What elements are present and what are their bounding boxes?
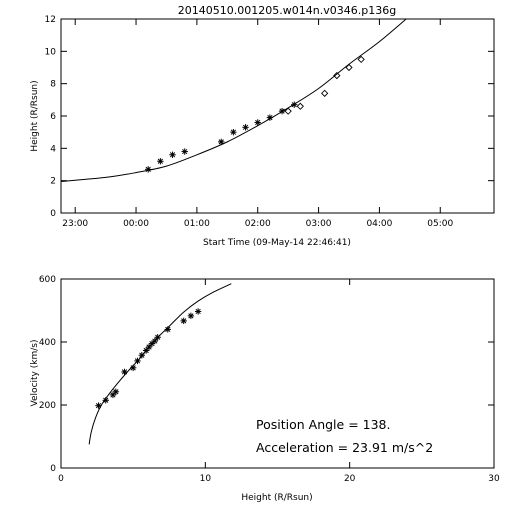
asterisk-stroke bbox=[169, 152, 176, 158]
top-asterisk-point bbox=[181, 148, 188, 155]
bot-asterisk-point bbox=[121, 368, 128, 376]
bot-x-tick-label: 20 bbox=[344, 474, 356, 484]
asterisk-stroke bbox=[113, 389, 119, 395]
top-x-tick-label: 01:00 bbox=[184, 219, 210, 229]
asterisk-stroke bbox=[95, 403, 102, 409]
top-x-tick-label: 02:00 bbox=[245, 219, 271, 229]
top-x-tick-label: 00:00 bbox=[123, 219, 149, 229]
top-x-axis-label: Start Time (09-May-14 22:46:41) bbox=[203, 238, 351, 248]
bottom-y-axis-label: Velocity (km/s) bbox=[30, 340, 40, 407]
top-y-tick-label: 12 bbox=[45, 15, 56, 25]
asterisk-stroke bbox=[230, 129, 237, 135]
top-axis-ticks: 23:00 00:00 01:00 02:00 03:00 04:00 05:00 0 2 4 6 8… bbox=[45, 15, 494, 229]
bottom-axis-ticks: 0 10 20 30 0 200 400 600 bbox=[39, 275, 500, 484]
bot-y-tick-label: 600 bbox=[39, 275, 56, 285]
chart-title: 20140510.001205.w014n.v0346.p136g bbox=[178, 4, 396, 17]
bottom-x-axis-label: Height (R/Rsun) bbox=[241, 493, 312, 503]
height-time-panel: 20140510.001205.w014n.v0346.p136g 23:00 0… bbox=[30, 4, 495, 248]
bot-asterisk-point bbox=[194, 308, 202, 315]
asterisk-stroke bbox=[121, 369, 128, 375]
bot-asterisk-point bbox=[112, 388, 120, 395]
top-y-tick-label: 8 bbox=[50, 80, 56, 90]
top-data-marks bbox=[61, 19, 407, 182]
top-x-tick-label: 03:00 bbox=[306, 219, 332, 229]
top-diamond-point bbox=[357, 55, 365, 64]
bot-y-tick-label: 0 bbox=[50, 464, 56, 474]
asterisk-stroke bbox=[103, 397, 109, 403]
asterisk-stroke bbox=[157, 158, 163, 164]
bot-y-tick-label: 400 bbox=[39, 338, 56, 348]
top-x-tick-label: 04:00 bbox=[366, 219, 392, 229]
bot-fit-curve bbox=[88, 283, 232, 445]
bot-asterisk-point bbox=[187, 312, 195, 320]
top-diamond-point bbox=[333, 71, 341, 80]
top-y-tick-label: 10 bbox=[45, 47, 57, 57]
asterisk-stroke bbox=[188, 313, 194, 319]
asterisk-stroke bbox=[242, 124, 249, 130]
top-asterisk-point bbox=[218, 138, 225, 146]
bottom-data-marks bbox=[88, 283, 232, 445]
top-asterisk-point bbox=[145, 166, 152, 173]
bot-asterisk-point bbox=[109, 391, 117, 399]
top-asterisk-point bbox=[157, 158, 164, 165]
top-y-tick-label: 0 bbox=[50, 209, 56, 219]
asterisk-stroke bbox=[255, 119, 261, 126]
top-y-tick-label: 6 bbox=[50, 112, 56, 122]
top-plot-frame bbox=[60, 18, 495, 214]
bot-x-tick-label: 30 bbox=[488, 474, 500, 484]
asterisk-stroke bbox=[182, 148, 188, 155]
top-y-tick-label: 2 bbox=[50, 177, 56, 187]
bot-x-tick-label: 0 bbox=[58, 474, 64, 484]
top-diamond-point bbox=[284, 107, 292, 115]
bot-asterisk-point bbox=[164, 326, 172, 333]
velocity-height-panel: 0 10 20 30 0 200 400 600 Height (R/Rsun) Veloci… bbox=[30, 275, 500, 503]
top-fit-curve bbox=[61, 19, 407, 182]
top-asterisk-point bbox=[230, 128, 237, 136]
position-angle-annotation: Position Angle = 138. bbox=[256, 417, 390, 432]
top-diamond-point bbox=[296, 102, 304, 110]
bot-asterisk-point bbox=[180, 317, 187, 325]
asterisk-stroke bbox=[218, 139, 224, 145]
top-diamond-point bbox=[345, 63, 353, 72]
top-asterisk-point bbox=[242, 124, 249, 131]
top-x-tick-label: 05:00 bbox=[427, 219, 453, 229]
top-x-tick-label: 23:00 bbox=[62, 219, 88, 229]
bot-x-tick-label: 10 bbox=[200, 474, 212, 484]
top-diamond-point bbox=[321, 89, 329, 98]
top-asterisk-point bbox=[169, 151, 176, 158]
asterisk-stroke bbox=[165, 326, 171, 333]
asterisk-stroke bbox=[130, 365, 136, 371]
bottom-plot-frame bbox=[60, 278, 495, 469]
top-y-axis-label: Height (R/Rsun) bbox=[30, 80, 40, 151]
asterisk-stroke bbox=[181, 318, 187, 324]
asterisk-stroke bbox=[195, 308, 201, 315]
acceleration-annotation: Acceleration = 23.91 m/s^2 bbox=[256, 440, 433, 455]
bot-y-tick-label: 200 bbox=[39, 401, 56, 411]
top-asterisk-point bbox=[254, 119, 261, 126]
top-y-tick-label: 4 bbox=[50, 144, 56, 154]
